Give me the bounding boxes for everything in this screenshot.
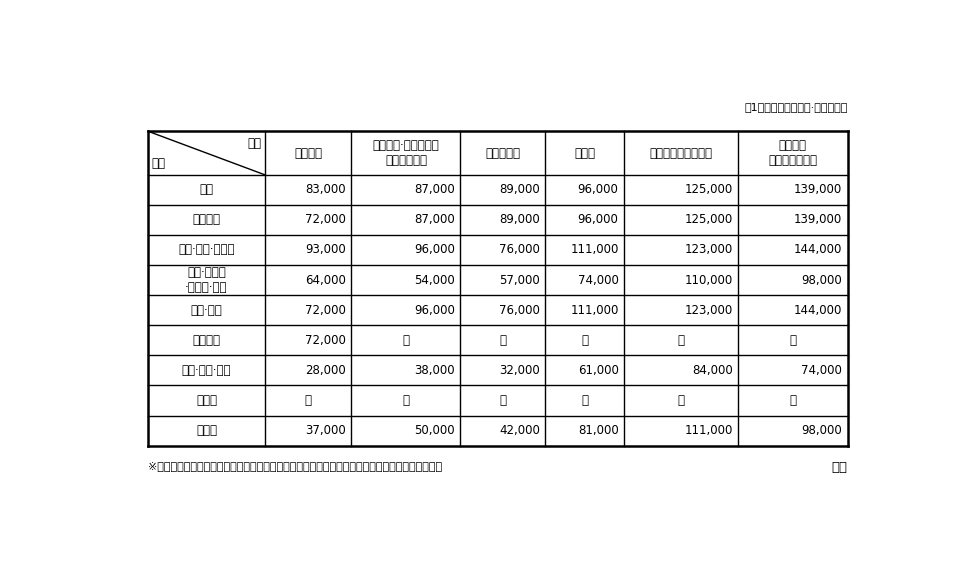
Text: 76,000: 76,000 (499, 304, 539, 317)
Text: 83,000: 83,000 (306, 183, 346, 196)
Text: 土　蔵: 土 蔵 (196, 394, 217, 407)
Text: －: － (499, 394, 507, 407)
Text: 74,000: 74,000 (802, 364, 842, 377)
Text: 木　　造: 木 造 (294, 146, 322, 159)
Text: 工場·倉庫·市場: 工場·倉庫·市場 (181, 364, 232, 377)
Text: 公衆浴場: 公衆浴場 (192, 334, 220, 347)
Text: 89,000: 89,000 (499, 213, 539, 226)
Text: 96,000: 96,000 (578, 213, 619, 226)
Text: 93,000: 93,000 (306, 243, 346, 256)
Text: 98,000: 98,000 (802, 274, 842, 286)
Text: 96,000: 96,000 (414, 304, 455, 317)
Text: （1平方メートル単価·単位：円）: （1平方メートル単価·単位：円） (744, 101, 847, 112)
Text: 125,000: 125,000 (684, 183, 732, 196)
Text: 87,000: 87,000 (414, 183, 455, 196)
Text: 居宅: 居宅 (200, 183, 213, 196)
Text: 111,000: 111,000 (570, 304, 619, 317)
Text: 50,000: 50,000 (415, 424, 455, 437)
Text: 123,000: 123,000 (684, 304, 732, 317)
Text: 32,000: 32,000 (499, 364, 539, 377)
Text: 劇場·病院: 劇場·病院 (190, 304, 222, 317)
Text: ※　本基準により難い場合は，類似する建物との均衡を考慮し個別具体的に認定することとする。: ※ 本基準により難い場合は，類似する建物との均衡を考慮し個別具体的に認定すること… (149, 461, 442, 471)
Text: 大分: 大分 (832, 461, 847, 474)
Text: 96,000: 96,000 (578, 183, 619, 196)
Text: 72,000: 72,000 (305, 334, 346, 347)
Text: －: － (581, 394, 588, 407)
Text: 42,000: 42,000 (499, 424, 539, 437)
Text: －: － (402, 334, 409, 347)
Text: 共同住宅: 共同住宅 (192, 213, 220, 226)
Text: －: － (677, 394, 684, 407)
Text: 110,000: 110,000 (684, 274, 732, 286)
Text: 鉄骨造: 鉄骨造 (574, 146, 594, 159)
Text: －: － (677, 334, 684, 347)
Text: 28,000: 28,000 (306, 364, 346, 377)
Text: 96,000: 96,000 (414, 243, 455, 256)
Text: 72,000: 72,000 (305, 213, 346, 226)
Text: 附属家: 附属家 (196, 424, 217, 437)
Text: 57,000: 57,000 (499, 274, 539, 286)
Text: －: － (402, 394, 409, 407)
Text: 139,000: 139,000 (794, 213, 842, 226)
Text: 123,000: 123,000 (684, 243, 732, 256)
Text: －: － (581, 334, 588, 347)
Text: 38,000: 38,000 (415, 364, 455, 377)
Text: 87,000: 87,000 (414, 213, 455, 226)
Text: －: － (499, 334, 507, 347)
Text: 37,000: 37,000 (306, 424, 346, 437)
Text: 61,000: 61,000 (578, 364, 619, 377)
Text: 125,000: 125,000 (684, 213, 732, 226)
Text: 111,000: 111,000 (684, 424, 732, 437)
Text: 店舗·事務所
·百貨店·銀行: 店舗·事務所 ·百貨店·銀行 (185, 266, 228, 294)
Text: 74,000: 74,000 (578, 274, 619, 286)
Text: 鉄骨鉄筋
コンクリート造: 鉄骨鉄筋 コンクリート造 (768, 139, 817, 167)
Text: 54,000: 54,000 (414, 274, 455, 286)
Text: 144,000: 144,000 (794, 304, 842, 317)
Text: 軽量鉄骨造: 軽量鉄骨造 (485, 146, 520, 159)
Text: －: － (789, 394, 796, 407)
Text: 構造: 構造 (248, 137, 262, 150)
Text: －: － (789, 334, 796, 347)
Text: 76,000: 76,000 (499, 243, 539, 256)
Text: 種類: 種類 (152, 158, 165, 170)
Text: －: － (305, 394, 312, 407)
Text: 89,000: 89,000 (499, 183, 539, 196)
Text: 111,000: 111,000 (570, 243, 619, 256)
Text: 98,000: 98,000 (802, 424, 842, 437)
Text: 64,000: 64,000 (305, 274, 346, 286)
Text: 139,000: 139,000 (794, 183, 842, 196)
Text: 72,000: 72,000 (305, 304, 346, 317)
Text: れんが造·コンクリー
トブロック造: れんが造·コンクリー トブロック造 (372, 139, 439, 167)
Text: 鉄筋コンクリート造: 鉄筋コンクリート造 (649, 146, 712, 159)
Text: 旅館·料亭·ホテル: 旅館·料亭·ホテル (179, 243, 234, 256)
Text: 144,000: 144,000 (794, 243, 842, 256)
Text: 84,000: 84,000 (692, 364, 732, 377)
Text: 81,000: 81,000 (578, 424, 619, 437)
